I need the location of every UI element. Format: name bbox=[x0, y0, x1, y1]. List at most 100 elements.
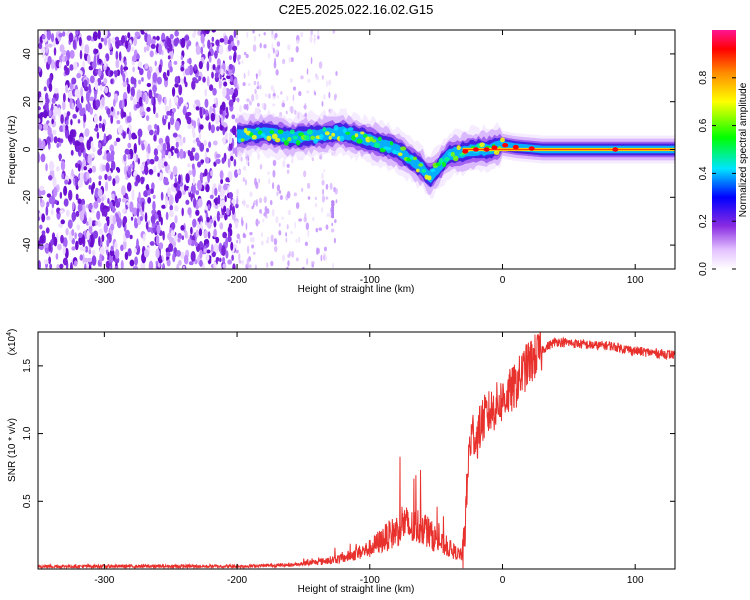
heatmap-cell bbox=[273, 61, 277, 69]
heatmap-cell bbox=[92, 60, 97, 70]
heatmap-cell bbox=[43, 86, 47, 92]
heatmap-cell bbox=[62, 246, 66, 255]
heatmap-cell bbox=[281, 137, 286, 142]
heatmap-cell bbox=[67, 134, 74, 143]
heatmap-cell bbox=[479, 142, 485, 148]
heatmap-cell bbox=[168, 243, 173, 252]
heatmap-cell bbox=[152, 72, 158, 84]
x-tick-label: -100 bbox=[360, 575, 380, 586]
heatmap-cell bbox=[242, 199, 246, 207]
heatmap-cell bbox=[271, 133, 278, 140]
heatmap-cell bbox=[242, 165, 247, 171]
heatmap-cell bbox=[286, 223, 289, 230]
heatmap-cell bbox=[176, 249, 181, 257]
heatmap-cell bbox=[80, 141, 85, 153]
heatmap-cell bbox=[64, 128, 70, 139]
heatmap-cell bbox=[228, 63, 234, 70]
heatmap-cell bbox=[317, 30, 320, 36]
heatmap-cell bbox=[115, 38, 120, 49]
heatmap-cell bbox=[211, 30, 217, 33]
heatmap-cell bbox=[46, 136, 52, 144]
heatmap-cell bbox=[46, 193, 52, 198]
heatmap-cell bbox=[200, 46, 204, 55]
heatmap-cell bbox=[241, 216, 243, 224]
heatmap-cell bbox=[289, 129, 295, 135]
heatmap-cell bbox=[103, 37, 108, 46]
heatmap-cell bbox=[186, 116, 192, 125]
heatmap-cell bbox=[182, 136, 186, 144]
heatmap-cell bbox=[173, 38, 179, 47]
heatmap-cell bbox=[154, 123, 158, 130]
heatmap-cell bbox=[304, 102, 307, 111]
heatmap-cell bbox=[93, 230, 99, 239]
heatmap-cell bbox=[290, 105, 294, 114]
heatmap-cell bbox=[78, 136, 84, 143]
heatmap-cell bbox=[180, 225, 185, 231]
heatmap-cell bbox=[139, 215, 143, 222]
heatmap-cell bbox=[164, 115, 168, 120]
heatmap-cell bbox=[71, 168, 74, 177]
spectrogram-heatmap bbox=[38, 30, 675, 269]
heatmap-cell bbox=[61, 173, 65, 180]
heatmap-cell bbox=[185, 173, 190, 184]
heatmap-cell bbox=[195, 45, 201, 56]
heatmap-cell bbox=[215, 256, 220, 262]
heatmap-cell bbox=[236, 188, 239, 196]
heatmap-cell bbox=[124, 251, 129, 261]
heatmap-cell bbox=[114, 248, 120, 259]
heatmap-cell bbox=[124, 60, 127, 67]
heatmap-cell bbox=[214, 72, 219, 79]
heatmap-cell bbox=[238, 61, 241, 65]
heatmap-cell bbox=[170, 145, 175, 151]
heatmap-cell bbox=[219, 170, 224, 180]
heatmap-cell bbox=[198, 228, 203, 237]
heatmap-cell bbox=[412, 156, 417, 161]
heatmap-cell bbox=[203, 248, 207, 253]
heatmap-cell bbox=[221, 101, 226, 112]
heatmap-cell bbox=[268, 178, 271, 185]
heatmap-cell bbox=[287, 253, 291, 258]
heatmap-cell bbox=[215, 236, 220, 244]
heatmap-cell bbox=[230, 155, 234, 162]
heatmap-cell bbox=[222, 256, 226, 264]
heatmap-cell bbox=[86, 35, 92, 41]
heatmap-cell bbox=[335, 199, 338, 204]
heatmap-cell bbox=[108, 201, 113, 209]
heatmap-cell bbox=[237, 43, 239, 47]
heatmap-cell bbox=[257, 80, 260, 87]
heatmap-cell bbox=[98, 122, 103, 129]
x-tick-label: -200 bbox=[227, 275, 247, 286]
heatmap-cell bbox=[189, 150, 194, 162]
heatmap-cell bbox=[164, 105, 170, 113]
heatmap-cell bbox=[300, 75, 304, 80]
heatmap-cell bbox=[217, 64, 221, 70]
heatmap-cell bbox=[298, 218, 302, 222]
heatmap-cell bbox=[285, 232, 288, 237]
heatmap-cell bbox=[195, 190, 200, 196]
heatmap-cell bbox=[164, 96, 167, 106]
heatmap-cell bbox=[105, 162, 110, 173]
heatmap-cell bbox=[155, 112, 159, 119]
heatmap-cell bbox=[239, 104, 242, 113]
heatmap-cell bbox=[38, 66, 41, 73]
heatmap-cell bbox=[304, 135, 310, 141]
heatmap-cell bbox=[215, 113, 220, 125]
heatmap-cell bbox=[193, 120, 197, 129]
heatmap-cell bbox=[96, 210, 101, 221]
heatmap-cell bbox=[472, 147, 479, 152]
heatmap-cell bbox=[261, 102, 265, 109]
heatmap-cell bbox=[194, 99, 200, 105]
colorbar-tick-label: 0.8 bbox=[698, 70, 709, 84]
heatmap-cell bbox=[281, 102, 286, 108]
heatmap-cell bbox=[289, 78, 293, 83]
heatmap-cell bbox=[105, 135, 110, 142]
heatmap-cell bbox=[316, 247, 320, 255]
heatmap-cell bbox=[45, 163, 48, 172]
heatmap-cell bbox=[190, 226, 193, 235]
heatmap-cell bbox=[210, 112, 216, 122]
heatmap-cell bbox=[243, 51, 247, 56]
heatmap-cell bbox=[174, 120, 180, 131]
heatmap-cell bbox=[42, 34, 46, 40]
heatmap-cell bbox=[139, 68, 144, 76]
heatmap-cell bbox=[108, 174, 112, 182]
